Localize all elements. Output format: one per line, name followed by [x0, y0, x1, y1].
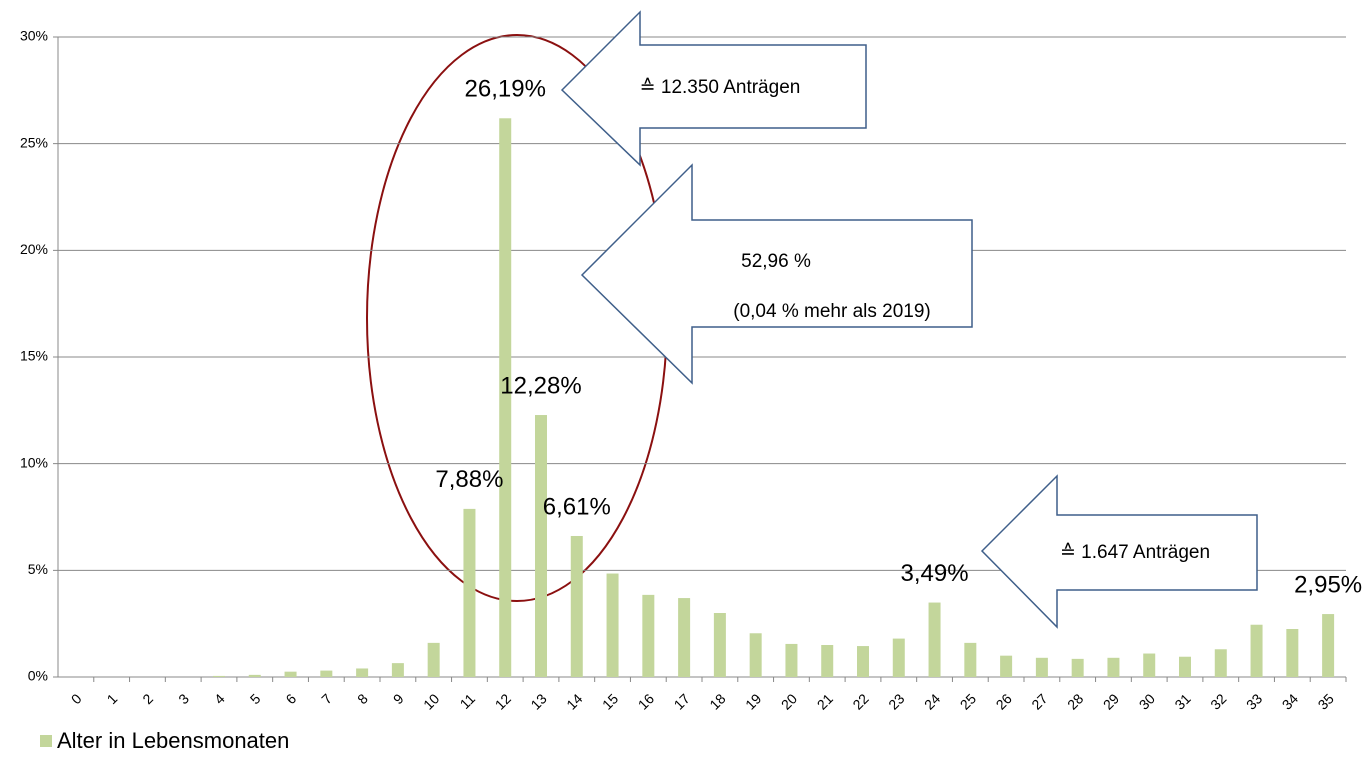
- x-tick-label: 3: [175, 690, 192, 707]
- annotation: ≙ 12.350 Anträgen: [640, 77, 801, 98]
- bar: [284, 671, 297, 677]
- bar: [892, 638, 905, 677]
- x-tick-label: 20: [778, 690, 800, 712]
- x-tick-label: 8: [354, 690, 371, 707]
- x-tick-label: 9: [390, 690, 407, 707]
- x-tick-label: 15: [599, 690, 621, 712]
- bar: [356, 668, 369, 677]
- annotation: ≙ 1.647 Anträgen: [1060, 542, 1210, 563]
- bar: [1286, 629, 1299, 677]
- bar: [857, 646, 869, 677]
- x-tick-label: 26: [993, 690, 1015, 712]
- x-tick-label: 1: [104, 690, 121, 707]
- bar: [1250, 624, 1263, 677]
- x-tick-label: 10: [420, 690, 442, 712]
- bar: [678, 598, 691, 677]
- x-tick-label: 29: [1100, 690, 1122, 712]
- data-label: 12,28%: [500, 372, 581, 399]
- bar: [1035, 657, 1048, 677]
- x-tick-label: 6: [282, 690, 299, 707]
- bar: [320, 670, 333, 677]
- arrow: [560, 10, 867, 167]
- x-tick-label: 23: [885, 690, 907, 712]
- legend-swatch: [40, 735, 52, 747]
- x-tick-label: 7: [318, 690, 335, 707]
- bar: [1214, 649, 1227, 677]
- x-tick-label: 33: [1243, 690, 1265, 712]
- bar: [964, 642, 977, 677]
- x-tick-label: 18: [706, 690, 728, 712]
- bar: [213, 675, 225, 677]
- x-tick-label: 22: [849, 690, 871, 712]
- y-tick-label: 5%: [28, 561, 48, 577]
- bar: [427, 642, 440, 677]
- x-tick-label: 28: [1064, 690, 1086, 712]
- x-tick-label: 0: [68, 690, 85, 707]
- x-tick-label: 34: [1279, 690, 1301, 712]
- x-tick-label: 13: [527, 690, 549, 712]
- x-tick-label: 16: [635, 690, 657, 712]
- legend-label: Alter in Lebensmonaten: [57, 728, 289, 753]
- annotation: (0,04 % mehr als 2019): [733, 301, 931, 322]
- bar: [1322, 614, 1335, 677]
- data-label: 3,49%: [901, 560, 969, 587]
- data-label: 2,95%: [1294, 571, 1362, 598]
- bar: [570, 535, 583, 677]
- x-tick-label: 27: [1028, 690, 1050, 712]
- bar: [821, 645, 834, 677]
- x-tick-label: 14: [563, 690, 585, 712]
- bar: [463, 508, 476, 677]
- data-label: 6,61%: [543, 493, 611, 520]
- y-tick-label: 0%: [28, 668, 48, 684]
- data-label: 26,19%: [465, 76, 546, 103]
- x-tick-label: 4: [211, 690, 228, 707]
- y-tick-label: 30%: [20, 28, 48, 44]
- x-tick-label: 32: [1207, 690, 1229, 712]
- bar: [928, 602, 941, 677]
- y-tick-label: 15%: [20, 348, 48, 364]
- bar: [1000, 655, 1013, 677]
- data-label: 7,88%: [435, 466, 503, 493]
- x-tick-label: 24: [921, 690, 943, 712]
- x-tick-label: 30: [1136, 690, 1158, 712]
- y-tick-label: 25%: [20, 134, 48, 150]
- x-tick-label: 19: [742, 690, 764, 712]
- bar: [1179, 656, 1191, 677]
- data-labels: 7,88% 26,19% 12,28% 6,61% 3,49% 2,95%: [435, 76, 1362, 599]
- bar: [1071, 658, 1084, 677]
- bar: [785, 643, 798, 677]
- x-tick-label: 25: [957, 690, 979, 712]
- x-tick-label: 5: [247, 690, 264, 707]
- arrow: [980, 474, 1258, 629]
- y-tick-label: 20%: [20, 241, 48, 257]
- bar: [606, 573, 619, 677]
- y-tick-label: 10%: [20, 454, 48, 470]
- arrow: [580, 163, 973, 385]
- bar: [248, 674, 261, 677]
- bar: [749, 633, 762, 677]
- bar: [535, 415, 547, 677]
- x-tick-label: 17: [671, 690, 693, 712]
- bar: [391, 663, 404, 677]
- x-tick-label: 21: [814, 690, 836, 712]
- x-tick-label: 35: [1315, 690, 1337, 712]
- bar: [499, 118, 512, 677]
- bar: [713, 613, 726, 677]
- bar: [1143, 653, 1156, 677]
- x-tick-label: 31: [1171, 690, 1193, 712]
- x-tick-label: 12: [492, 690, 514, 712]
- x-tick-label: 11: [457, 690, 479, 712]
- annotation: 52,96 %: [741, 251, 811, 272]
- x-tick-label: 2: [139, 690, 156, 707]
- bar: [642, 594, 655, 677]
- bar: [1107, 657, 1120, 677]
